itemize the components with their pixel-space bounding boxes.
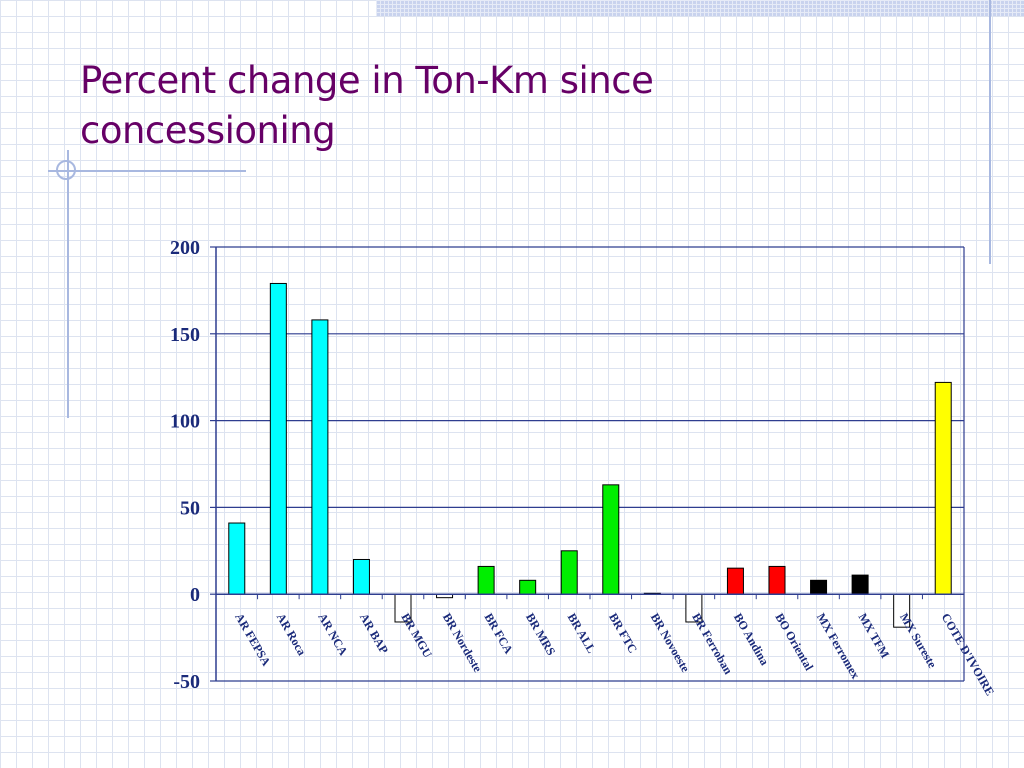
bar (519, 579, 537, 595)
bar (560, 550, 578, 595)
bar (810, 579, 828, 595)
bar (352, 558, 370, 595)
bar (477, 565, 495, 595)
x-tick-label: BR Nordeste (440, 611, 485, 675)
decorative-vertical-line-right (989, 0, 991, 264)
bar (228, 522, 246, 595)
bar (726, 567, 744, 595)
x-tick-label: AR Roca (274, 611, 309, 658)
bar (934, 381, 952, 595)
bar (311, 319, 329, 595)
x-tick-label: BR FTC (606, 611, 640, 656)
y-tick-label: 100 (170, 411, 200, 433)
x-tick-label: BR ALL (565, 611, 599, 656)
x-tick-label: MX TFM (856, 611, 893, 661)
y-tick-label: 200 (170, 237, 200, 259)
x-tick-label: BR MRS (523, 611, 558, 658)
decorative-circle (56, 160, 76, 180)
bar (602, 484, 620, 595)
x-tick-label: BR MGU (398, 611, 435, 661)
bar (269, 282, 287, 595)
top-decorative-band (376, 0, 1024, 16)
x-tick-label: BR FCA (482, 611, 516, 657)
x-tick-label: BO Andina (731, 611, 772, 668)
y-tick-label: -50 (173, 671, 200, 693)
x-tick-label: AR FEPSA (232, 611, 273, 669)
x-tick-labels: AR FEPSA AR Roca AR NCA AR BAP BR MGU BR Nord… (232, 611, 997, 698)
y-tick-label: 150 (170, 324, 200, 346)
bar (851, 574, 869, 595)
x-tick-label: COTE D'IVOIRE (939, 611, 998, 698)
decorative-vertical-line-left (67, 150, 69, 418)
bars (228, 282, 952, 628)
x-tick-label: AR NCA (315, 611, 350, 658)
bar (768, 565, 786, 595)
x-tick-label: BR Ferroban (689, 611, 735, 677)
decorative-horizontal-line (48, 170, 246, 172)
x-tick-label: MX Ferromex (814, 611, 863, 682)
slide-title-line-2: concessioning (80, 109, 336, 152)
slide-title: Percent change in Ton-Km since concessio… (80, 56, 840, 156)
x-tick-label: MX Sureste (897, 611, 940, 671)
x-tick-label: AR BAP (357, 611, 391, 656)
x-tick-label: BO Oriental (772, 611, 816, 674)
axes (210, 246, 965, 682)
y-tick-label: 0 (190, 584, 200, 606)
slide-title-line-1: Percent change in Ton-Km since (80, 59, 654, 102)
y-tick-label: 50 (180, 497, 200, 519)
y-tick-labels: 200 150 100 50 0 -50 (170, 237, 200, 693)
